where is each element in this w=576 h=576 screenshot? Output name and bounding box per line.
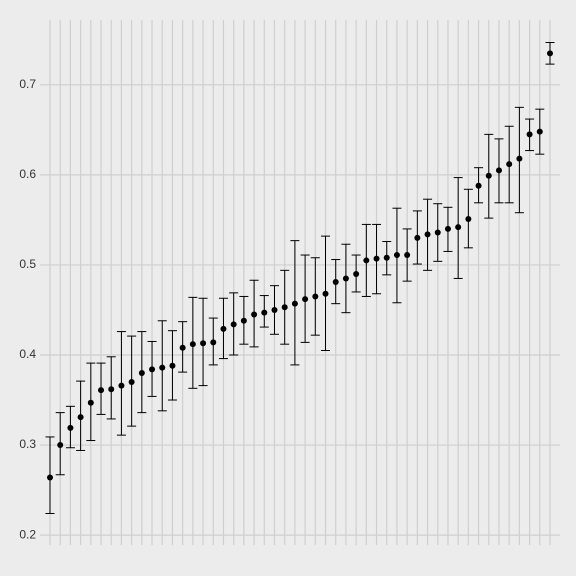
point: [434, 229, 441, 236]
point: [98, 387, 105, 394]
point: [516, 155, 523, 162]
y-tick-label: 0.5: [19, 257, 36, 271]
point: [363, 257, 370, 264]
point: [332, 279, 339, 286]
point: [475, 182, 482, 189]
point: [322, 290, 329, 297]
point: [230, 321, 237, 328]
point: [271, 306, 278, 313]
point: [383, 254, 390, 261]
point: [108, 386, 115, 393]
point: [169, 362, 176, 369]
point: [414, 234, 421, 241]
point: [302, 296, 309, 303]
point: [118, 382, 125, 389]
point: [77, 414, 84, 421]
point: [47, 474, 53, 481]
y-tick-label: 0.3: [19, 437, 36, 451]
point: [149, 366, 156, 373]
point: [189, 341, 196, 348]
point: [424, 231, 431, 238]
point: [291, 300, 298, 307]
point: [444, 225, 451, 232]
point: [495, 167, 502, 174]
point: [455, 224, 462, 231]
point: [465, 216, 472, 223]
point: [547, 50, 553, 57]
point: [342, 275, 349, 282]
point: [373, 255, 380, 262]
y-tick-label: 0.2: [19, 527, 36, 541]
point: [159, 364, 166, 371]
point: [240, 317, 247, 324]
point: [312, 293, 319, 300]
point: [536, 128, 543, 135]
point: [281, 304, 288, 311]
point: [404, 252, 411, 259]
point: [506, 161, 513, 168]
point: [353, 270, 360, 277]
point: [393, 252, 400, 259]
point: [251, 311, 258, 318]
point: [138, 370, 145, 377]
point: [67, 424, 74, 431]
y-tick-label: 0.6: [19, 167, 36, 181]
point: [179, 344, 186, 351]
y-tick-label: 0.4: [19, 347, 36, 361]
point: [261, 309, 268, 316]
y-tick-label: 0.7: [19, 77, 36, 91]
point: [485, 172, 492, 179]
point: [128, 379, 135, 386]
point: [220, 325, 227, 332]
point: [526, 131, 533, 138]
point: [200, 340, 207, 347]
point: [210, 339, 217, 346]
point: [57, 442, 64, 449]
point: [87, 399, 94, 406]
